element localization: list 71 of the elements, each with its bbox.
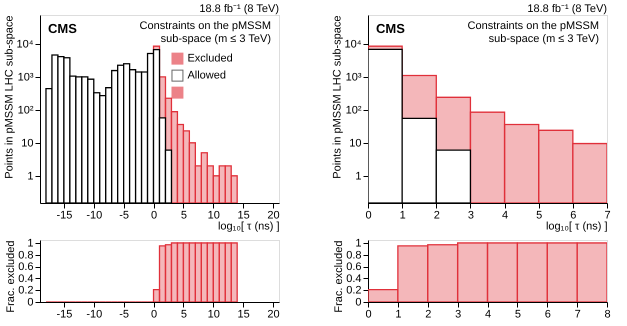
x-tick-label: -5 [119,308,130,320]
x-axis-title: log₁₀[ τ (ns) ] [218,220,280,232]
x-tick-label: -5 [119,210,130,222]
x-tick-label: 1 [395,308,402,320]
x-tick-label: 3 [468,210,474,222]
y-axis-title: Points in pMSSM LHC sub-space [4,16,16,179]
annotation: Constraints on the pMSSM [140,20,271,32]
x-tick-label: 5 [536,210,542,222]
annotation: CMS [376,21,406,36]
legend-label: Excluded [187,52,233,65]
y-tick-label: 10⁴ [16,38,34,50]
x-axis-title: log₁₀[ τ (ns) ] [546,220,608,232]
y-tick-label: 1 [27,237,34,250]
x-tick-label: 20 [267,210,280,222]
y-tick-label: 0.6 [346,261,362,274]
x-tick-label: 0 [365,210,372,222]
y-tick-label: 0.4 [18,272,34,285]
annotation: sub-space (m ≤ 3 TeV) [160,33,271,45]
y-tick-label: 10 [349,137,362,150]
y-tick-label: 10³ [18,71,34,84]
annotation: CMS [48,21,78,36]
x-tick-label: -15 [56,308,72,320]
y-tick-label: 0.2 [346,284,362,297]
legend-label: Allowed [187,70,226,82]
y-tick-label: 0.8 [346,249,362,262]
text: 18.8 fb⁻¹ (8 TeV) [527,3,607,15]
y-tick-label: 0 [27,296,34,308]
x-tick-label: 20 [267,308,280,320]
text: 18.8 fb⁻¹ (8 TeV) [199,3,279,15]
x-tick-label: -10 [86,308,102,320]
x-tick-label: 2 [425,308,432,320]
x-tick-label: 15 [238,308,250,320]
y-tick-label: 0.2 [18,284,34,297]
x-tick-label: 0 [150,210,158,222]
x-tick-label: -15 [56,210,72,222]
x-tick-label: 6 [544,308,551,320]
y-tick-label: 10² [18,104,34,116]
x-tick-label: 1 [400,210,406,222]
y-tick-label: 0.6 [18,261,34,274]
x-tick-label: 5 [514,308,521,320]
y-tick-label: 0.8 [18,249,34,262]
y-tick-label: 0 [355,296,362,308]
annotation: sub-space (m ≤ 3 TeV) [488,33,599,45]
x-tick-label: 5 [180,210,187,222]
annotation: Constraints on the pMSSM [468,20,599,32]
y-tick-label: 10⁴ [344,38,362,50]
y-axis-title: Points in pMSSM LHC sub-space [332,16,344,179]
x-tick-label: 0 [365,308,372,320]
y-tick-label: 1 [355,170,362,182]
x-tick-label: 7 [604,210,611,222]
y-axis-title: Frac. excluded [5,240,18,313]
x-tick-label: 4 [484,308,492,320]
x-tick-label: 15 [238,210,250,222]
x-tick-label: 7 [574,308,581,320]
y-tick-label: 10² [346,104,362,116]
y-tick-label: 10 [21,137,34,150]
x-tick-label: 4 [502,210,508,222]
x-tick-label: 10 [208,308,220,320]
y-tick-label: 1 [27,170,34,182]
x-tick-label: 5 [180,308,187,320]
x-tick-label: 8 [604,308,611,320]
x-tick-label: -10 [86,210,102,222]
x-tick-label: 6 [570,210,576,222]
y-tick-label: 0.4 [346,272,362,285]
x-tick-label: 3 [455,308,462,320]
x-tick-label: 10 [208,210,220,222]
x-tick-label: 2 [434,210,440,222]
y-tick-label: 1 [355,237,362,250]
y-tick-label: 10³ [346,71,362,84]
x-tick-label: 0 [150,308,158,320]
y-axis-title: Frac. excluded [333,240,346,313]
